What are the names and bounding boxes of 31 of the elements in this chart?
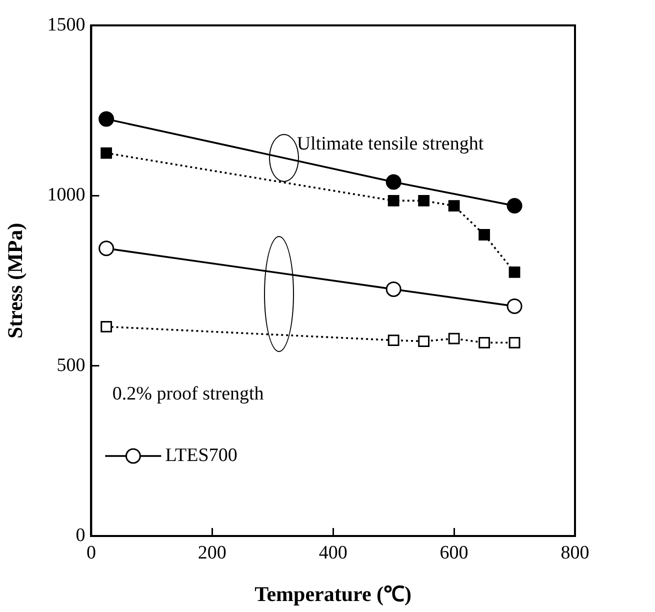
point — [100, 147, 112, 159]
x-axis-title: Temperature (℃) — [254, 582, 412, 606]
point — [388, 195, 400, 206]
annotation: Ultimate tensile strenght — [296, 134, 484, 155]
point — [386, 174, 402, 190]
x-tick-label: 400 — [318, 542, 348, 564]
annotation: 0.2% proof strength — [112, 384, 264, 405]
y-axis-title: Stress (MPa) — [3, 222, 28, 339]
y-tick-label: 0 — [76, 524, 86, 546]
x-tick-label: 600 — [440, 542, 468, 564]
point — [448, 200, 460, 212]
y-tick-label: 500 — [56, 354, 86, 376]
x-tick-label: 200 — [198, 542, 226, 564]
point — [478, 229, 490, 240]
y-tick-label: 1000 — [47, 184, 86, 206]
point — [478, 336, 490, 348]
point — [98, 111, 114, 127]
point — [418, 195, 430, 206]
point — [418, 336, 430, 347]
point — [508, 336, 520, 348]
point — [386, 281, 402, 297]
y-tick-label: 1500 — [47, 14, 86, 36]
point — [508, 266, 520, 278]
point — [100, 320, 112, 332]
point — [506, 198, 522, 214]
legend-label: LTES700 — [165, 444, 238, 466]
x-tick-label: 800 — [560, 542, 590, 564]
point — [98, 240, 114, 256]
point — [388, 334, 400, 346]
point — [448, 332, 460, 344]
point — [506, 298, 522, 314]
